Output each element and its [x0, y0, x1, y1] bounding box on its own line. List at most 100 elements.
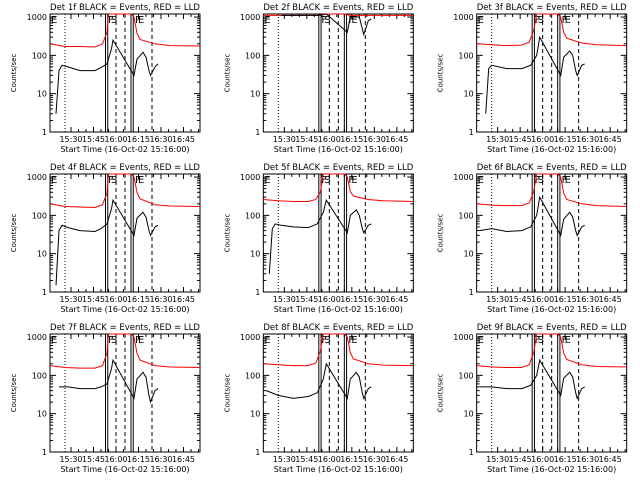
x-tick-label: 16:45: [172, 455, 195, 464]
detector-panel-9: Det 9f BLACK = Events, RED = LLD 1 10 100 10…: [437, 323, 628, 474]
region-label: F: [535, 15, 541, 26]
x-tick-label: 16:00: [531, 295, 554, 304]
y-axis-label: Counts/sec: [437, 214, 445, 253]
y-tick-label: 1: [469, 448, 474, 457]
x-tick-label: 16:15: [340, 295, 363, 304]
region-label: F: [348, 175, 354, 186]
panel-title: Det 9f BLACK = Events, RED = LLD: [477, 323, 627, 333]
y-tick-label: 100: [458, 211, 473, 220]
region-label: F: [535, 175, 541, 186]
x-tick-label: 16:30: [576, 455, 599, 464]
x-tick-label: 15:30: [59, 455, 82, 464]
x-tick-label: 16:00: [318, 455, 341, 464]
region-label: E: [138, 175, 144, 186]
panel-title: Det 6f BLACK = Events, RED = LLD: [477, 163, 627, 173]
x-tick-label: 16:30: [363, 295, 386, 304]
region-label: F: [321, 335, 327, 346]
lld-rate-line: [476, 173, 627, 207]
y-axis-label: Counts/sec: [437, 374, 445, 413]
events-rate-line: [268, 198, 372, 274]
y-tick-label: 10: [463, 410, 473, 419]
x-axis-label: Start Time (16-Oct-02 15:16:00): [60, 305, 189, 314]
region-label: F: [348, 335, 354, 346]
x-tick-label: 16:15: [340, 455, 363, 464]
region-label: F: [108, 175, 114, 186]
y-tick-label: 100: [245, 371, 260, 380]
region-label: E: [51, 175, 57, 186]
x-tick-label: 16:30: [149, 135, 172, 144]
x-tick-label: 16:15: [127, 295, 150, 304]
y-tick-label: 10: [250, 250, 260, 259]
region-label: F: [321, 175, 327, 186]
region-label: S: [324, 175, 330, 186]
y-axis-label: Counts/sec: [437, 54, 445, 93]
x-tick-label: 16:15: [554, 295, 577, 304]
events-rate-line: [55, 198, 159, 286]
region-label: S: [324, 15, 330, 26]
events-rate-line: [266, 362, 372, 400]
region-label: F: [348, 15, 354, 26]
x-tick-label: 16:45: [599, 455, 622, 464]
lld-rate-line: [476, 333, 627, 368]
x-axis-label: Start Time (16-Oct-02 15:16:00): [274, 145, 403, 154]
x-tick-label: 16:45: [385, 455, 408, 464]
y-tick-label: 100: [32, 211, 47, 220]
region-label: F: [535, 335, 541, 346]
x-tick-label: 15:30: [59, 135, 82, 144]
panel-title: Det 1f BLACK = Events, RED = LLD: [50, 3, 200, 13]
y-tick-label: 100: [245, 211, 260, 220]
lld-rate-line: [263, 173, 414, 202]
y-axis-label: Counts/sec: [223, 54, 231, 93]
events-rate-line: [281, 13, 372, 37]
detector-panel-8: Det 8f BLACK = Events, RED = LLD 1 10 100 10…: [223, 323, 414, 474]
region-label: E: [565, 15, 571, 26]
y-tick-label: 10: [37, 90, 47, 99]
region-label: F: [108, 335, 114, 346]
x-tick-label: 16:15: [554, 455, 577, 464]
panel-title: Det 3f BLACK = Events, RED = LLD: [477, 3, 627, 13]
y-tick-label: 10: [463, 90, 473, 99]
lld-rate-line: [49, 173, 201, 209]
y-axis-label: Counts/sec: [10, 54, 18, 93]
x-axis-label: Start Time (16-Oct-02 15:16:00): [487, 305, 616, 314]
y-tick-label: 10: [37, 410, 47, 419]
lld-rate-line: [476, 13, 627, 47]
region-label: F: [562, 335, 568, 346]
region-label: F: [135, 335, 141, 346]
lld-rate-line: [49, 333, 201, 369]
events-rate-line: [59, 358, 159, 404]
lld-rate-line: [263, 333, 414, 367]
region-label: S: [111, 15, 117, 26]
y-tick-label: 1000: [453, 173, 473, 182]
y-tick-label: 1: [42, 288, 47, 297]
x-axis-label: Start Time (16-Oct-02 15:16:00): [60, 465, 189, 474]
panel-title: Det 5f BLACK = Events, RED = LLD: [263, 163, 413, 173]
x-tick-label: 15:45: [295, 295, 318, 304]
detector-panel-4: Det 4f BLACK = Events, RED = LLD 1 10 100 10…: [10, 163, 201, 314]
y-tick-label: 100: [245, 51, 260, 60]
region-label: E: [351, 15, 357, 26]
x-tick-label: 15:30: [486, 135, 509, 144]
x-axis-label: Start Time (16-Oct-02 15:16:00): [274, 465, 403, 474]
events-rate-line: [479, 358, 585, 400]
y-tick-label: 1000: [27, 173, 47, 182]
region-label: F: [562, 15, 568, 26]
x-tick-label: 16:45: [385, 135, 408, 144]
x-tick-label: 16:00: [104, 295, 127, 304]
y-tick-label: 100: [458, 371, 473, 380]
x-tick-label: 16:00: [531, 135, 554, 144]
region-label: E: [138, 15, 144, 26]
x-tick-label: 16:15: [127, 455, 150, 464]
x-tick-label: 15:30: [486, 295, 509, 304]
detector-panel-7: Det 7f BLACK = Events, RED = LLD 1 10 100 10…: [10, 323, 201, 474]
x-tick-label: 16:30: [149, 455, 172, 464]
y-tick-label: 1: [42, 128, 47, 137]
detector-panel-6: Det 6f BLACK = Events, RED = LLD 1 10 100 10…: [437, 163, 628, 314]
region-label: E: [478, 175, 484, 186]
detector-panel-1: Det 1f BLACK = Events, RED = LLD 1 10 100 10…: [10, 3, 201, 154]
y-tick-label: 1000: [453, 13, 473, 22]
y-tick-label: 10: [250, 410, 260, 419]
x-tick-label: 16:45: [172, 295, 195, 304]
x-tick-label: 16:45: [385, 295, 408, 304]
x-tick-label: 16:45: [172, 135, 195, 144]
